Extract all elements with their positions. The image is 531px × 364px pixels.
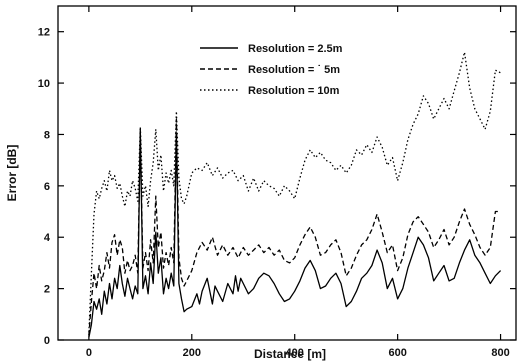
y-axis-title: Error [dB] bbox=[5, 145, 19, 202]
y-tick-label: 8 bbox=[44, 129, 50, 141]
y-axis-ticks: 0 2 4 6 8 10 12 bbox=[38, 27, 516, 347]
y-tick-label: 10 bbox=[38, 78, 50, 90]
y-tick-label: 6 bbox=[44, 181, 50, 193]
y-tick-label: 12 bbox=[38, 27, 50, 39]
x-tick-label: 800 bbox=[491, 347, 509, 359]
x-tick-label: 600 bbox=[388, 347, 406, 359]
series-line-3-dotted bbox=[88, 51, 501, 333]
y-tick-label: 2 bbox=[44, 284, 50, 296]
legend: Resolution = 2.5m Resolution = ˙ 5m Reso… bbox=[200, 43, 343, 97]
plot-frame bbox=[57, 5, 517, 341]
series-layer bbox=[88, 51, 502, 338]
series-line-2-dashed bbox=[88, 118, 501, 335]
x-tick-label: 0 bbox=[86, 347, 92, 359]
legend-label-3: Resolution = 10m bbox=[248, 85, 340, 97]
x-tick-label: 200 bbox=[183, 347, 201, 359]
y-tick-label: 4 bbox=[44, 232, 51, 244]
series-line-1-solid bbox=[88, 128, 502, 338]
x-tick-label: 400 bbox=[286, 347, 304, 359]
x-axis-title: Distance [m] bbox=[254, 347, 326, 361]
x-axis-ticks: 0 200 400 600 800 bbox=[86, 6, 510, 359]
legend-label-2: Resolution = ˙ 5m bbox=[248, 64, 340, 76]
legend-label-1: Resolution = 2.5m bbox=[248, 43, 343, 55]
y-tick-label: 0 bbox=[44, 335, 50, 347]
